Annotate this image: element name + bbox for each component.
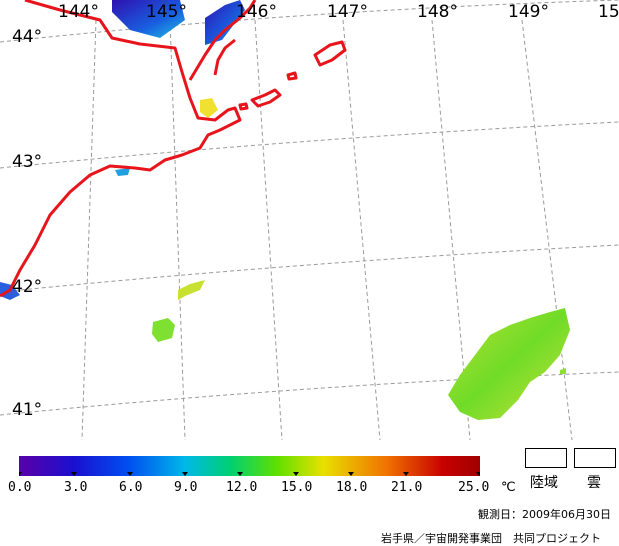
small-island-a <box>286 71 298 81</box>
longitude-label-146: 146° <box>236 2 277 22</box>
meridian-144 <box>81 19 97 440</box>
cool-water-patches <box>0 0 245 300</box>
hokkaido-coast <box>0 0 242 298</box>
longitude-label-148: 148° <box>417 2 458 22</box>
colorbar-fill <box>19 456 480 476</box>
longitude-label-144: 144° <box>58 2 99 22</box>
latitude-label-43: 43° <box>12 152 43 172</box>
parallel-41 <box>0 371 619 416</box>
longitude-label-150: 15 <box>598 2 619 22</box>
colorbar-tick-label-6: 6.0 <box>119 480 143 495</box>
latitude-label-44: 44° <box>12 27 43 47</box>
tick-21 <box>403 472 409 476</box>
colorbar-tick-label-21: 21.0 <box>391 480 423 495</box>
meridian-148 <box>431 19 471 440</box>
tick-6 <box>127 472 133 476</box>
cloud-legend-swatch <box>574 448 616 468</box>
parallel-42 <box>0 244 619 293</box>
cool-patch-coast <box>115 168 130 176</box>
cool-patch-nemuro <box>205 0 245 45</box>
shikotan-island <box>313 40 347 67</box>
longitude-label-145: 145° <box>146 2 187 22</box>
colorbar-tick-label-9: 9.0 <box>174 480 198 495</box>
meridian-145 <box>169 19 186 440</box>
parallel-43 <box>0 121 619 169</box>
warm-patch-shiretoko <box>200 98 218 118</box>
colorbar-unit: ℃ <box>501 480 516 495</box>
tick-12 <box>237 472 243 476</box>
observation-date: 観測日：2009年06月30日 <box>478 508 611 521</box>
warm-patch-strip <box>178 280 205 300</box>
warm-patch-large <box>448 308 570 420</box>
tick-9 <box>182 472 188 476</box>
kunashiri-island <box>250 88 282 108</box>
longitude-label-149: 149° <box>508 2 549 22</box>
land-legend-swatch <box>525 448 567 468</box>
latitude-label-42: 42° <box>12 277 43 297</box>
parallel-44 <box>0 0 619 43</box>
nemuro-peninsula <box>188 0 257 81</box>
meridian-146 <box>254 19 283 440</box>
tick-18 <box>348 472 354 476</box>
colorbar-ticks <box>19 472 480 476</box>
coastline <box>0 0 347 298</box>
longitude-label-147: 147° <box>327 2 368 22</box>
tick-3 <box>71 472 77 476</box>
colorbar-tick-label-0: 0.0 <box>8 480 32 495</box>
land-legend-label: 陸域 <box>530 475 558 491</box>
graticule <box>0 0 619 440</box>
shiretoko-peninsula <box>213 38 236 76</box>
sea-surface-temperature-map <box>0 0 619 440</box>
tick-15 <box>293 472 299 476</box>
cool-patch-north <box>112 0 185 38</box>
tick-25 <box>476 472 480 476</box>
colorbar-tick-label-15: 15.0 <box>281 480 313 495</box>
temperature-colorbar <box>19 456 480 476</box>
tick-0 <box>19 472 22 476</box>
warm-patch-dot <box>560 368 566 374</box>
colorbar-tick-label-18: 18.0 <box>336 480 368 495</box>
warm-patch-small <box>152 318 175 342</box>
colorbar-tick-label-25: 25.0 <box>458 480 490 495</box>
meridian-147 <box>342 19 381 440</box>
warm-water-patches <box>152 280 570 420</box>
colorbar-tick-label-3: 3.0 <box>64 480 88 495</box>
small-island-b <box>238 102 249 111</box>
colorbar-tick-label-12: 12.0 <box>226 480 258 495</box>
cloud-legend-label: 雲 <box>587 475 601 491</box>
latitude-label-41: 41° <box>12 400 43 420</box>
credit-line: 岩手県／宇宙開発事業団 共同プロジェクト <box>381 532 601 545</box>
